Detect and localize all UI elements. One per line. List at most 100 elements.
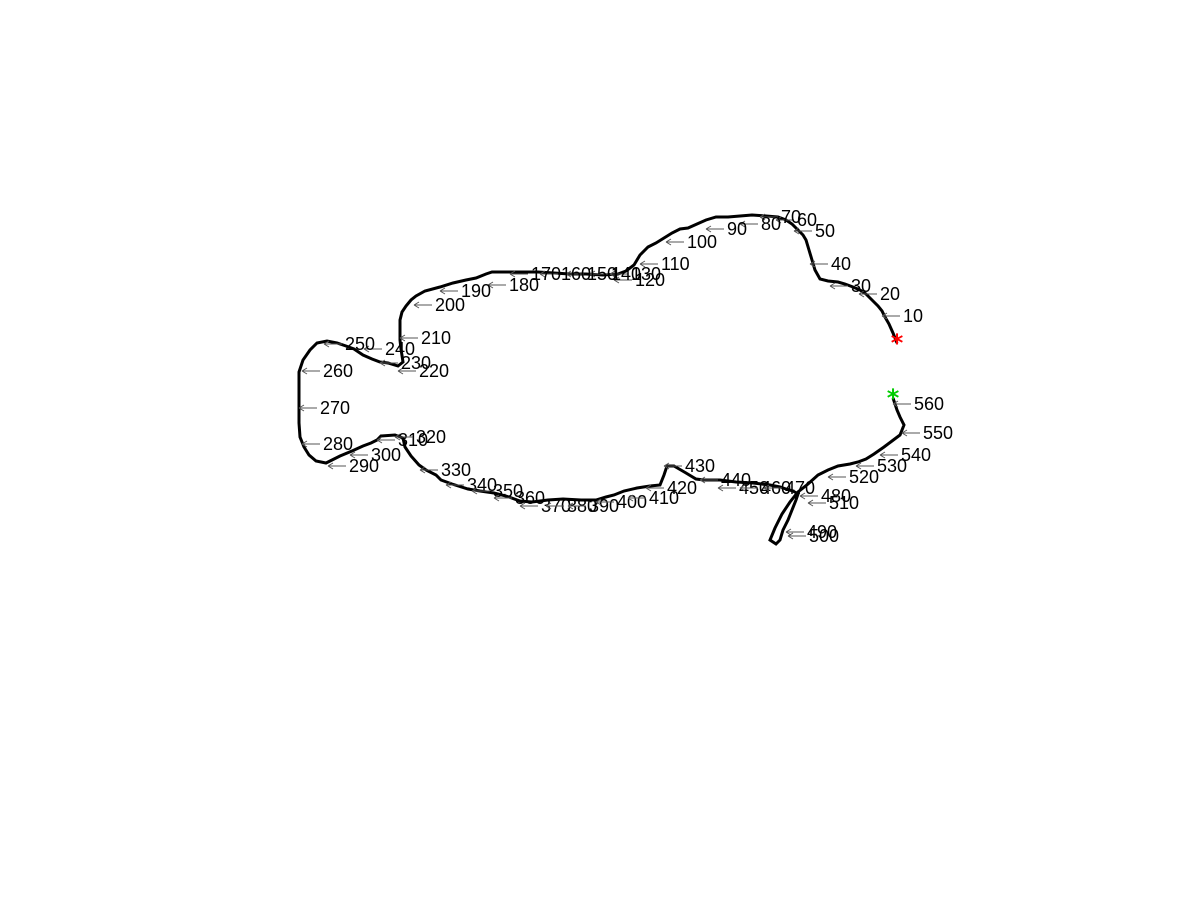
label-arrow [858,290,877,298]
point-label-560: 560 [892,394,944,414]
label-text: 30 [851,276,871,296]
label-arrow [663,462,682,470]
label-text: 280 [323,434,353,454]
label-arrow [879,451,898,459]
end-marker: * [887,384,900,412]
label-arrow [627,494,646,502]
label-text: 260 [323,361,353,381]
point-label-210: 210 [399,328,451,348]
label-arrow [881,312,900,320]
label-text: 520 [849,467,879,487]
point-label-70: 70 [759,207,801,227]
point-label-240: 240 [363,339,415,359]
label-arrow [471,487,490,495]
label-text: 100 [687,232,717,252]
point-label-540: 540 [879,445,931,465]
point-label-220: 220 [397,361,449,381]
point-label-430: 430 [663,456,715,476]
label-text: 320 [416,427,446,447]
label-text: 200 [435,295,465,315]
label-text: 230 [401,353,431,373]
point-label-300: 300 [349,445,401,465]
point-label-400: 400 [595,492,647,512]
label-arrow [763,484,782,492]
point-label-350: 350 [471,481,523,501]
point-label-10: 10 [881,306,923,326]
point-label-440: 440 [699,470,751,490]
label-text: 490 [807,522,837,542]
label-arrow [589,270,608,278]
point-label-20: 20 [858,284,900,304]
point-label-160: 160 [539,264,591,284]
label-arrow [787,532,806,540]
label-text: 220 [419,361,449,381]
point-label-500: 500 [787,526,839,546]
label-arrow [567,502,586,510]
label-arrow [349,451,368,459]
label-text: 440 [721,470,751,490]
label-arrow [799,492,818,500]
label-text: 390 [589,496,619,516]
point-label-310: 310 [376,430,428,450]
label-text: 400 [617,492,647,512]
label-arrow [394,433,413,441]
label-text: 50 [815,221,835,241]
label-arrow [699,476,718,484]
point-label-110: 110 [639,254,690,274]
label-text: 190 [461,281,491,301]
label-arrow [785,528,804,536]
label-text: 560 [914,394,944,414]
label-text: 250 [345,334,375,354]
label-text: 60 [797,210,817,230]
label-text: 140 [611,264,641,284]
label-arrow [539,270,558,278]
point-label-420: 420 [645,478,697,498]
label-arrow [397,367,416,375]
point-label-260: 260 [301,361,353,381]
point-label-270: 270 [298,398,350,418]
point-label-190: 190 [439,281,491,301]
label-text: 290 [349,456,379,476]
contour-path [297,213,906,546]
label-arrow [705,225,724,233]
label-arrow [717,484,736,492]
point-label-170: 170 [509,264,561,284]
label-arrow [519,502,538,510]
point-label-390: 390 [567,496,619,516]
label-arrow [363,345,382,353]
label-text: 430 [685,456,715,476]
label-arrow [809,260,828,268]
point-label-150: 150 [565,264,617,284]
label-arrow [419,466,438,474]
point-label-550: 550 [901,423,953,443]
point-label-250: 250 [323,334,375,354]
label-text: 410 [649,488,679,508]
label-text: 350 [493,481,523,501]
point-label-480: 480 [799,486,851,506]
point-label-410: 410 [627,488,679,508]
label-arrow [565,270,584,278]
label-text: 470 [785,478,815,498]
point-label-290: 290 [327,456,379,476]
label-text: 530 [877,456,907,476]
point-label-50: 50 [793,221,835,241]
point-label-60: 60 [775,210,817,230]
label-text: 80 [761,214,781,234]
point-label-330: 330 [419,460,471,480]
label-text: 10 [903,306,923,326]
label-text: 330 [441,460,471,480]
label-text: 120 [635,270,665,290]
label-arrow [301,440,320,448]
label-arrow [759,213,778,221]
label-arrow [301,367,320,375]
point-label-30: 30 [829,276,871,296]
label-text: 20 [880,284,900,304]
label-text: 130 [631,264,661,284]
label-text: 360 [515,488,545,508]
point-label-120: 120 [613,270,665,290]
label-text: 540 [901,445,931,465]
point-label-80: 80 [739,214,781,234]
label-arrow [323,340,342,348]
label-text: 420 [667,478,697,498]
